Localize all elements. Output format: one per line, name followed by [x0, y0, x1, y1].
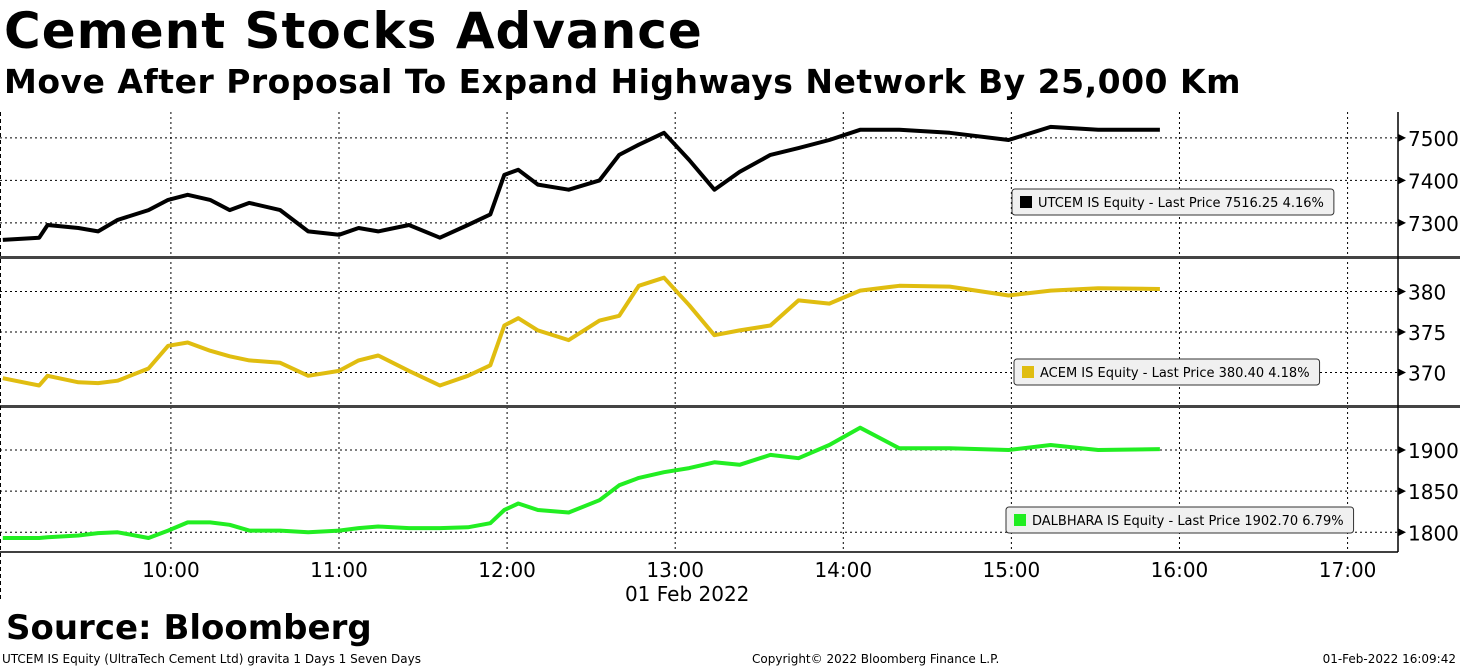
- y-tick-label: 375: [1408, 321, 1446, 345]
- y-tick-label: 370: [1408, 362, 1446, 386]
- legend-frame: [1011, 188, 1335, 216]
- legend-text: DALBHARA IS Equity - Last Price 1902.70 …: [1032, 514, 1344, 529]
- footer-copyright: Copyright© 2022 Bloomberg Finance L.P.: [752, 652, 1000, 666]
- x-tick-label: 17:00: [1319, 558, 1377, 582]
- tick-arrow-icon: [1398, 445, 1406, 454]
- y-tick-label: 380: [1408, 280, 1446, 304]
- tick-arrow-icon: [1398, 368, 1406, 377]
- y-tick-label: 7300: [1408, 212, 1459, 236]
- x-tick-label: 13:00: [646, 558, 704, 582]
- chart-title: Cement Stocks Advance: [4, 2, 703, 60]
- tick-arrow-icon: [1398, 328, 1406, 336]
- tick-arrow-icon: [1398, 487, 1406, 496]
- x-tick-label: 10:00: [142, 558, 200, 582]
- chart-subtitle: Move After Proposal To Expand Highways N…: [4, 62, 1241, 101]
- source-label: Source: Bloomberg: [6, 608, 372, 648]
- x-tick-label: 16:00: [1151, 558, 1209, 582]
- series-line-utcem: [2, 124, 1160, 242]
- legend-text: ACEM IS Equity - Last Price 380.40 4.18%: [1040, 366, 1310, 381]
- legend-box: ACEM IS Equity - Last Price 380.40 4.18%: [1013, 358, 1321, 386]
- x-tick-label: 14:00: [814, 558, 872, 582]
- tick-arrow-icon: [1398, 528, 1406, 537]
- x-tick-label: 11:00: [310, 558, 368, 582]
- y-tick-label: 7500: [1408, 127, 1459, 151]
- series-line-acem: [2, 275, 1160, 388]
- legend-text: UTCEM IS Equity - Last Price 7516.25 4.1…: [1038, 196, 1324, 211]
- x-tick-label: 12:00: [478, 558, 536, 582]
- legend-swatch: [1022, 366, 1034, 378]
- footer-timestamp: 01-Feb-2022 16:09:42: [1322, 652, 1456, 666]
- tick-arrow-icon: [1398, 176, 1406, 185]
- panel-divider[interactable]: [0, 256, 1460, 259]
- y-tick-label: 1800: [1408, 521, 1459, 545]
- footer-security: UTCEM IS Equity (UltraTech Cement Ltd) g…: [2, 652, 421, 666]
- tick-arrow-icon: [1398, 133, 1406, 142]
- y-tick-label: 1900: [1408, 439, 1459, 463]
- legend-box: DALBHARA IS Equity - Last Price 1902.70 …: [1005, 506, 1355, 534]
- panel-divider[interactable]: [0, 405, 1460, 408]
- y-tick-label: 7400: [1408, 169, 1459, 193]
- x-axis-label: 01 Feb 2022: [625, 582, 749, 606]
- legend-frame: [1005, 506, 1355, 534]
- series-line-dalbhara: [2, 425, 1160, 540]
- x-tick-label: 15:00: [983, 558, 1041, 582]
- y-tick-label: 1850: [1408, 480, 1459, 504]
- legend-swatch: [1014, 514, 1026, 526]
- tick-arrow-icon: [1398, 287, 1406, 296]
- legend-swatch: [1020, 196, 1032, 208]
- legend-frame: [1013, 358, 1321, 386]
- legend-box: UTCEM IS Equity - Last Price 7516.25 4.1…: [1011, 188, 1335, 216]
- tick-arrow-icon: [1398, 218, 1406, 227]
